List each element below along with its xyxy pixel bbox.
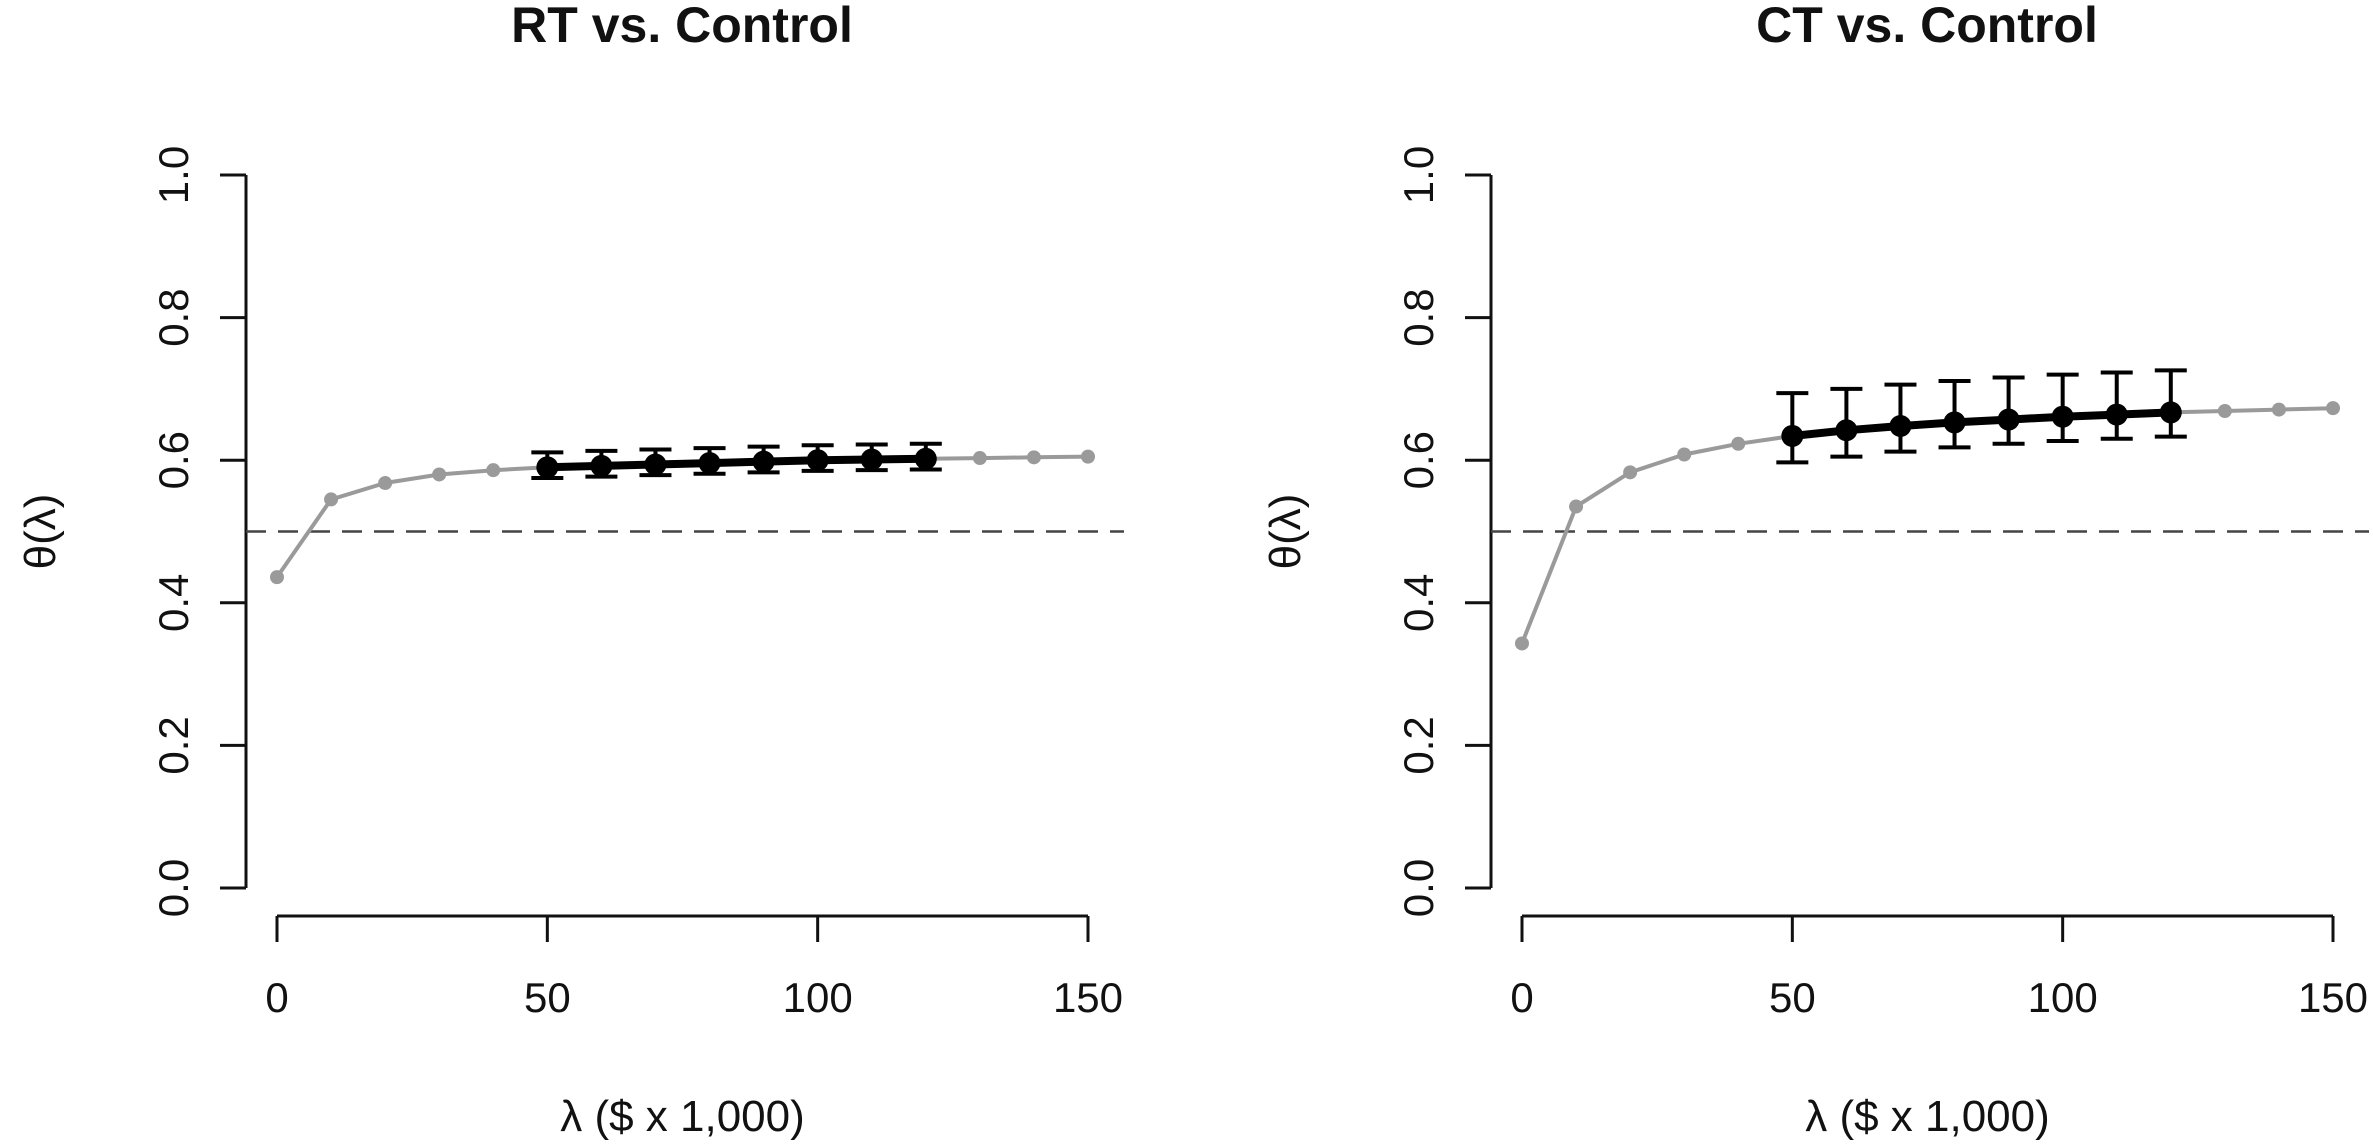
data-point [324, 492, 339, 507]
data-point [2271, 402, 2286, 417]
data-point [2217, 404, 2232, 419]
chart-title: RT vs. Control [511, 0, 853, 53]
data-point [972, 451, 987, 466]
highlight-point [536, 456, 559, 479]
highlight-point [2051, 405, 2074, 428]
highlight-point [914, 447, 937, 470]
x-tick-label: 50 [1769, 974, 1816, 1021]
y-axis-label: θ(λ) [16, 494, 65, 570]
highlight-point [860, 448, 883, 471]
highlight-point [1943, 411, 1966, 434]
x-tick-label: 0 [265, 974, 288, 1021]
data-point [270, 570, 284, 585]
data-point [1515, 636, 1529, 651]
x-axis-label: λ ($ x 1,000) [560, 1092, 805, 1141]
x-tick-label: 150 [2298, 974, 2368, 1021]
highlight-point [806, 449, 829, 472]
x-tick-label: 100 [783, 974, 853, 1021]
x-tick-label: 150 [1053, 974, 1123, 1021]
data-point [1677, 447, 1692, 462]
y-tick-label: 0.0 [150, 859, 197, 917]
highlight-point [644, 453, 667, 476]
x-tick-label: 0 [1510, 974, 1533, 1021]
x-axis-label: λ ($ x 1,000) [1805, 1092, 2050, 1141]
highlight-point [1835, 419, 1858, 442]
x-tick-label: 100 [2028, 974, 2098, 1021]
y-tick-label: 0.2 [1395, 716, 1442, 774]
chart-panel-rt-vs-control: RT vs. Control 0.0 0.2 0.4 0.6 0.8 1.0 0 50 100 15… [16, 0, 1124, 1141]
y-tick-label: 0.0 [1395, 859, 1442, 917]
highlight-point [590, 454, 613, 477]
highlight-point [2159, 401, 2182, 424]
data-point [378, 476, 393, 491]
chart-title: CT vs. Control [1756, 0, 2098, 53]
data-point [1569, 499, 1584, 514]
y-tick-label: 0.2 [150, 716, 197, 774]
y-tick-label: 0.8 [1395, 288, 1442, 346]
highlight-point [1889, 414, 1912, 437]
y-tick-label: 1.0 [1395, 146, 1442, 204]
y-tick-label: 0.6 [1395, 431, 1442, 489]
highlight-point [1781, 424, 1804, 447]
y-tick-label: 0.8 [150, 288, 197, 346]
data-point [2326, 401, 2340, 416]
x-tick-label: 50 [524, 974, 571, 1021]
data-point [1026, 450, 1041, 465]
chart-panel-ct-vs-control: CT vs. Control 0.0 0.2 0.4 0.6 0.8 1.0 0 50 100 15… [1261, 0, 2369, 1141]
data-point [1731, 436, 1746, 451]
highlight-point [752, 450, 775, 473]
data-point [432, 467, 447, 482]
highlight-point [2105, 403, 2128, 426]
series-line-full [275, 454, 1089, 579]
highlight-point [1997, 408, 2020, 431]
y-tick-label: 0.6 [150, 431, 197, 489]
data-point [1081, 449, 1095, 464]
y-axis-label: θ(λ) [1261, 494, 1310, 570]
data-point [1623, 465, 1638, 480]
y-tick-label: 0.4 [1395, 574, 1442, 632]
y-tick-label: 1.0 [150, 146, 197, 204]
series-line-full [1520, 406, 2334, 645]
highlight-point [698, 452, 721, 475]
y-tick-label: 0.4 [150, 574, 197, 632]
data-point [486, 463, 501, 478]
